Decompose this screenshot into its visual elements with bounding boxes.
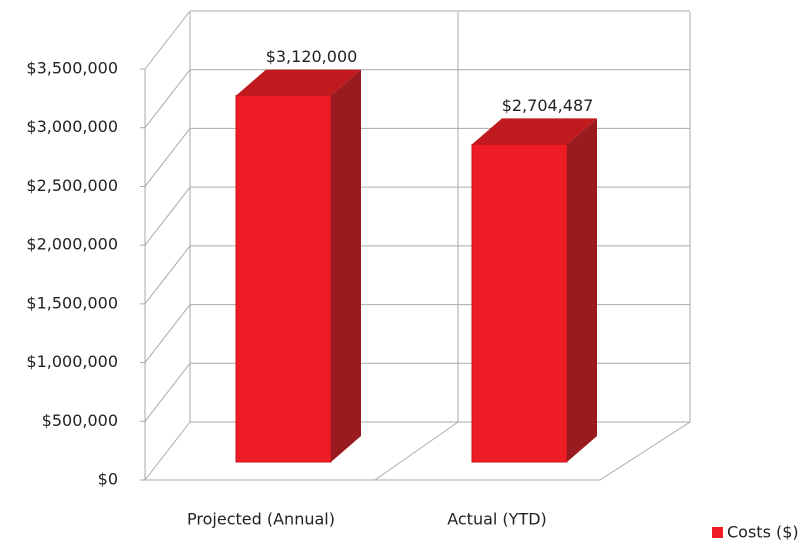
grid-line (144, 245, 191, 305)
bar-side (331, 69, 361, 462)
value-label: $2,704,487 (502, 96, 594, 115)
grid-line (144, 128, 191, 187)
bar-top (236, 69, 361, 96)
y-tick-label: $3,000,000 (26, 117, 118, 136)
y-tick-label: $2,000,000 (26, 235, 118, 254)
x-tick-label: Actual (YTD) (447, 510, 547, 529)
grid-line (144, 186, 191, 246)
grid-line (144, 69, 191, 129)
grid-line (144, 362, 191, 422)
y-tick-label: $3,500,000 (26, 59, 118, 78)
y-tick-label: $500,000 (42, 411, 118, 430)
bar-front (471, 143, 568, 463)
grid-line (144, 304, 191, 363)
legend-label: Costs ($) (727, 523, 799, 542)
floor-divider (374, 421, 459, 481)
x-tick-label: Projected (Annual) (187, 510, 335, 529)
y-tick-label: $0 (98, 470, 118, 489)
bar-front (235, 95, 332, 463)
legend-swatch (712, 527, 723, 538)
y-tick-label: $2,500,000 (26, 176, 118, 195)
bar-top (472, 118, 597, 145)
value-label: $3,120,000 (266, 47, 358, 66)
floor-edge (145, 12, 691, 481)
y-tick-label: $1,500,000 (26, 293, 118, 312)
grid-line (144, 10, 191, 70)
grid-line (144, 421, 191, 481)
bar-side (567, 118, 597, 462)
y-tick-label: $1,000,000 (26, 352, 118, 371)
